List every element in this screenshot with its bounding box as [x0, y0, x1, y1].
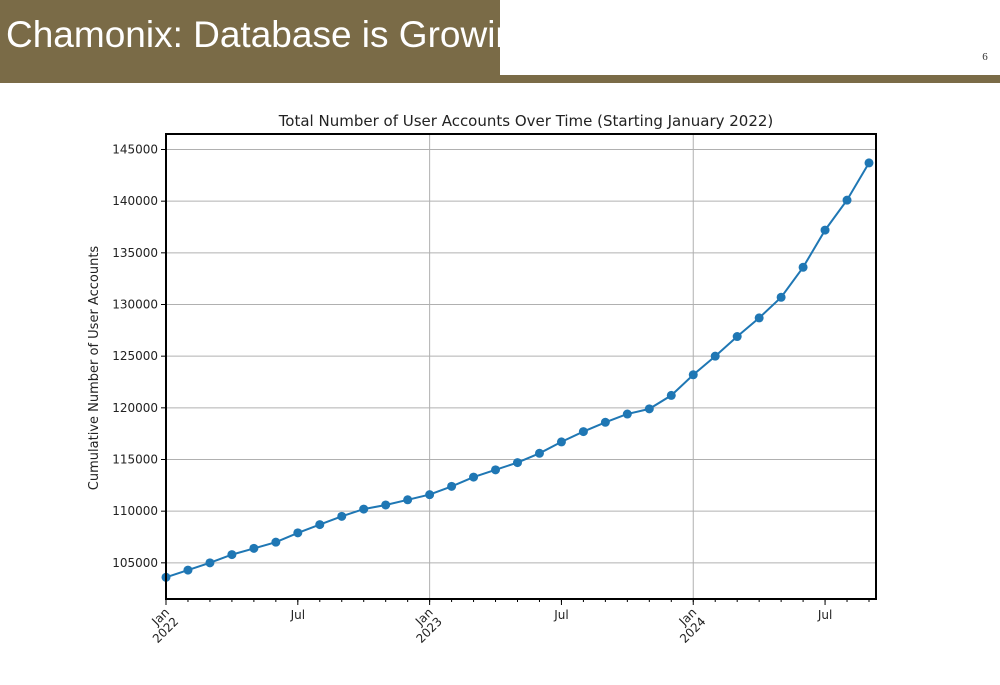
- x-tick-label: Jul: [817, 608, 832, 622]
- data-point: [710, 351, 720, 361]
- x-tick-label: Jul: [553, 608, 568, 622]
- data-point: [820, 225, 830, 235]
- x-tick-label: Jul: [290, 608, 305, 622]
- grid-lines: [166, 134, 876, 599]
- data-point: [798, 262, 808, 272]
- y-axis-label: Cumulative Number of User Accounts: [87, 246, 102, 491]
- axes: 105000 110000 115000 120000 125000 130000 1350…: [112, 133, 877, 646]
- data-point: [249, 543, 259, 553]
- data-point: [534, 448, 544, 458]
- data-point: [578, 427, 588, 437]
- y-tick-label: 135000: [112, 246, 158, 260]
- y-tick-label: 110000: [112, 504, 158, 518]
- data-point: [293, 528, 303, 538]
- x-tick-label: Jan2024: [668, 605, 709, 646]
- y-tick-label: 120000: [112, 401, 158, 415]
- data-point: [227, 550, 237, 560]
- header-rule: [500, 75, 1000, 83]
- y-tick-label: 145000: [112, 143, 158, 157]
- data-point: [842, 195, 852, 205]
- data-point: [447, 481, 457, 491]
- data-point: [666, 390, 676, 400]
- title-banner: [0, 0, 500, 83]
- y-tick-label: 130000: [112, 298, 158, 312]
- data-point: [337, 511, 347, 521]
- data-point: [381, 500, 391, 510]
- plot-frame: [165, 133, 877, 600]
- x-tick-label: Jan2023: [404, 605, 445, 646]
- data-point: [754, 313, 764, 323]
- data-point: [403, 495, 413, 505]
- y-tick-label: 105000: [112, 556, 158, 570]
- data-point: [688, 370, 698, 380]
- y-tick-label: 140000: [112, 194, 158, 208]
- y-tick-label: 125000: [112, 349, 158, 363]
- data-point: [644, 404, 654, 414]
- data-point: [513, 458, 522, 468]
- data-point: [205, 558, 215, 568]
- data-point: [732, 332, 742, 342]
- data-point: [183, 565, 193, 575]
- data-point: [271, 537, 281, 547]
- data-point: [556, 437, 566, 447]
- data-point: [425, 490, 435, 500]
- data-point: [864, 158, 874, 168]
- series-line: [165, 162, 870, 579]
- data-point: [622, 409, 632, 419]
- x-tick-label: Jan2022: [141, 605, 182, 646]
- slide-title: Chamonix: Database is Growing: [6, 14, 537, 55]
- data-point: [469, 472, 479, 482]
- chart-title: Total Number of User Accounts Over Time …: [278, 112, 774, 130]
- data-point: [491, 465, 501, 475]
- series-layer: [161, 158, 874, 582]
- data-point: [315, 520, 325, 530]
- data-point: [359, 504, 369, 514]
- data-point: [776, 292, 786, 302]
- page-number: 6: [982, 51, 988, 63]
- y-tick-label: 115000: [112, 453, 158, 467]
- data-point: [600, 417, 610, 427]
